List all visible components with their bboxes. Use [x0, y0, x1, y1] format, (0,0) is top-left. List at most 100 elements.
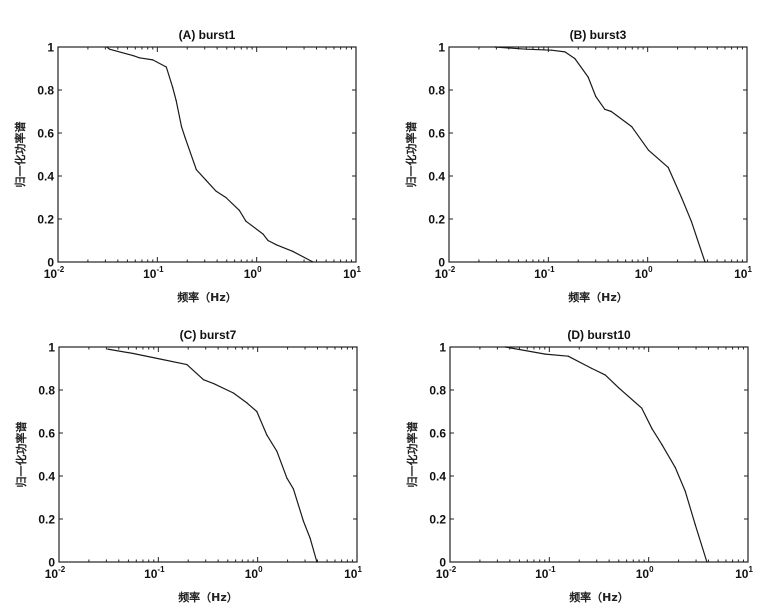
y-axis-label: 归一化功率谱 — [13, 122, 27, 188]
x-tick-exponent: 1 — [357, 565, 362, 574]
data-point — [610, 110, 612, 113]
data-point — [704, 261, 706, 263]
y-tick-label: 0.2 — [429, 513, 446, 527]
data-point — [184, 136, 186, 138]
subplot-title: (D) burst10 — [567, 328, 631, 342]
data-point — [680, 196, 683, 199]
x-tick-base: 10 — [144, 567, 158, 581]
x-tick-label: 101 — [343, 265, 361, 281]
series-line — [494, 46, 706, 263]
data-point — [195, 168, 197, 171]
data-point — [275, 244, 277, 246]
data-point — [504, 346, 506, 348]
x-axis-label: 频率（Hz） — [177, 290, 237, 304]
x-tick-label: 100 — [635, 265, 653, 281]
data-point — [595, 95, 597, 98]
x-tick-exponent: -2 — [57, 265, 65, 274]
data-point — [225, 196, 227, 199]
data-point — [132, 55, 134, 57]
x-tick-base: 10 — [245, 567, 259, 581]
data-point — [309, 537, 311, 539]
y-tick-label: 0.2 — [428, 213, 445, 227]
data-point — [202, 379, 205, 381]
x-tick-exponent: -1 — [547, 265, 555, 274]
data-point — [180, 125, 183, 128]
x-tick-label: 10-1 — [143, 265, 164, 281]
x-tick-label: 10-1 — [534, 265, 555, 281]
x-tick-exponent: -1 — [156, 265, 164, 274]
data-point — [591, 367, 593, 370]
data-point — [276, 450, 278, 452]
data-point — [604, 108, 606, 110]
x-tick-base: 10 — [44, 267, 58, 281]
data-point — [567, 355, 569, 357]
y-tick-label: 0 — [47, 256, 54, 270]
series-line — [505, 346, 708, 563]
x-tick-base: 10 — [636, 567, 650, 581]
series-line — [106, 46, 314, 263]
x-tick-base: 10 — [534, 267, 548, 281]
y-tick-label: 0.8 — [37, 84, 54, 98]
y-tick-label: 0 — [48, 556, 55, 570]
y-tick-label: 0.8 — [429, 384, 446, 398]
data-point — [647, 149, 650, 151]
x-axis-label: 频率（Hz） — [569, 590, 629, 604]
data-point — [706, 561, 708, 563]
x-tick-base: 10 — [143, 267, 157, 281]
data-point — [152, 59, 154, 61]
subplot-title: (C) burst7 — [180, 328, 237, 342]
x-tick-exponent: -1 — [548, 565, 556, 574]
y-tick-label: 1 — [439, 341, 446, 355]
data-point — [618, 387, 620, 389]
axes-frame — [57, 46, 357, 263]
x-tick-label: 10-2 — [436, 565, 457, 581]
x-tick-label: 101 — [734, 265, 752, 281]
x-tick-base: 10 — [244, 267, 258, 281]
data-point — [175, 100, 177, 102]
data-point — [256, 410, 258, 413]
y-tick-label: 0.4 — [429, 470, 446, 484]
x-tick-exponent: 1 — [356, 265, 361, 274]
x-tick-exponent: -1 — [157, 565, 165, 574]
x-tick-base: 10 — [45, 567, 59, 581]
y-tick-label: 0.2 — [38, 513, 55, 527]
x-tick-base: 10 — [435, 267, 449, 281]
data-point — [684, 490, 686, 492]
data-point — [631, 125, 633, 128]
x-tick-base: 10 — [735, 567, 749, 581]
x-axis-label: 频率（Hz） — [178, 590, 238, 604]
data-point — [694, 523, 696, 526]
x-tick-base: 10 — [734, 267, 748, 281]
x-tick-label: 101 — [735, 565, 753, 581]
x-tick-label: 101 — [344, 565, 362, 581]
data-point — [266, 434, 268, 436]
axes-frame — [58, 346, 358, 563]
subplot-title: (A) burst1 — [179, 28, 236, 42]
y-tick-label: 1 — [48, 341, 55, 355]
y-axis-label: 归一化功率谱 — [405, 422, 419, 488]
x-tick-exponent: 1 — [748, 565, 753, 574]
data-point — [494, 46, 496, 48]
data-point — [544, 353, 546, 355]
x-tick-base: 10 — [343, 267, 357, 281]
x-tick-label: 100 — [636, 565, 654, 581]
data-point — [690, 220, 692, 222]
data-point — [159, 358, 161, 360]
x-tick-exponent: 0 — [258, 565, 263, 574]
y-tick-label: 0.4 — [37, 170, 54, 184]
data-point — [172, 87, 174, 89]
y-tick-label: 0.8 — [38, 384, 55, 398]
x-tick-label: 10-1 — [535, 565, 556, 581]
data-point — [245, 220, 247, 222]
x-tick-label: 100 — [244, 265, 262, 281]
x-tick-label: 10-2 — [44, 265, 65, 281]
y-tick-label: 1 — [47, 41, 54, 55]
data-point — [138, 57, 141, 59]
y-tick-label: 0.2 — [37, 213, 54, 227]
axes-frame — [449, 346, 749, 563]
data-point — [302, 520, 305, 522]
